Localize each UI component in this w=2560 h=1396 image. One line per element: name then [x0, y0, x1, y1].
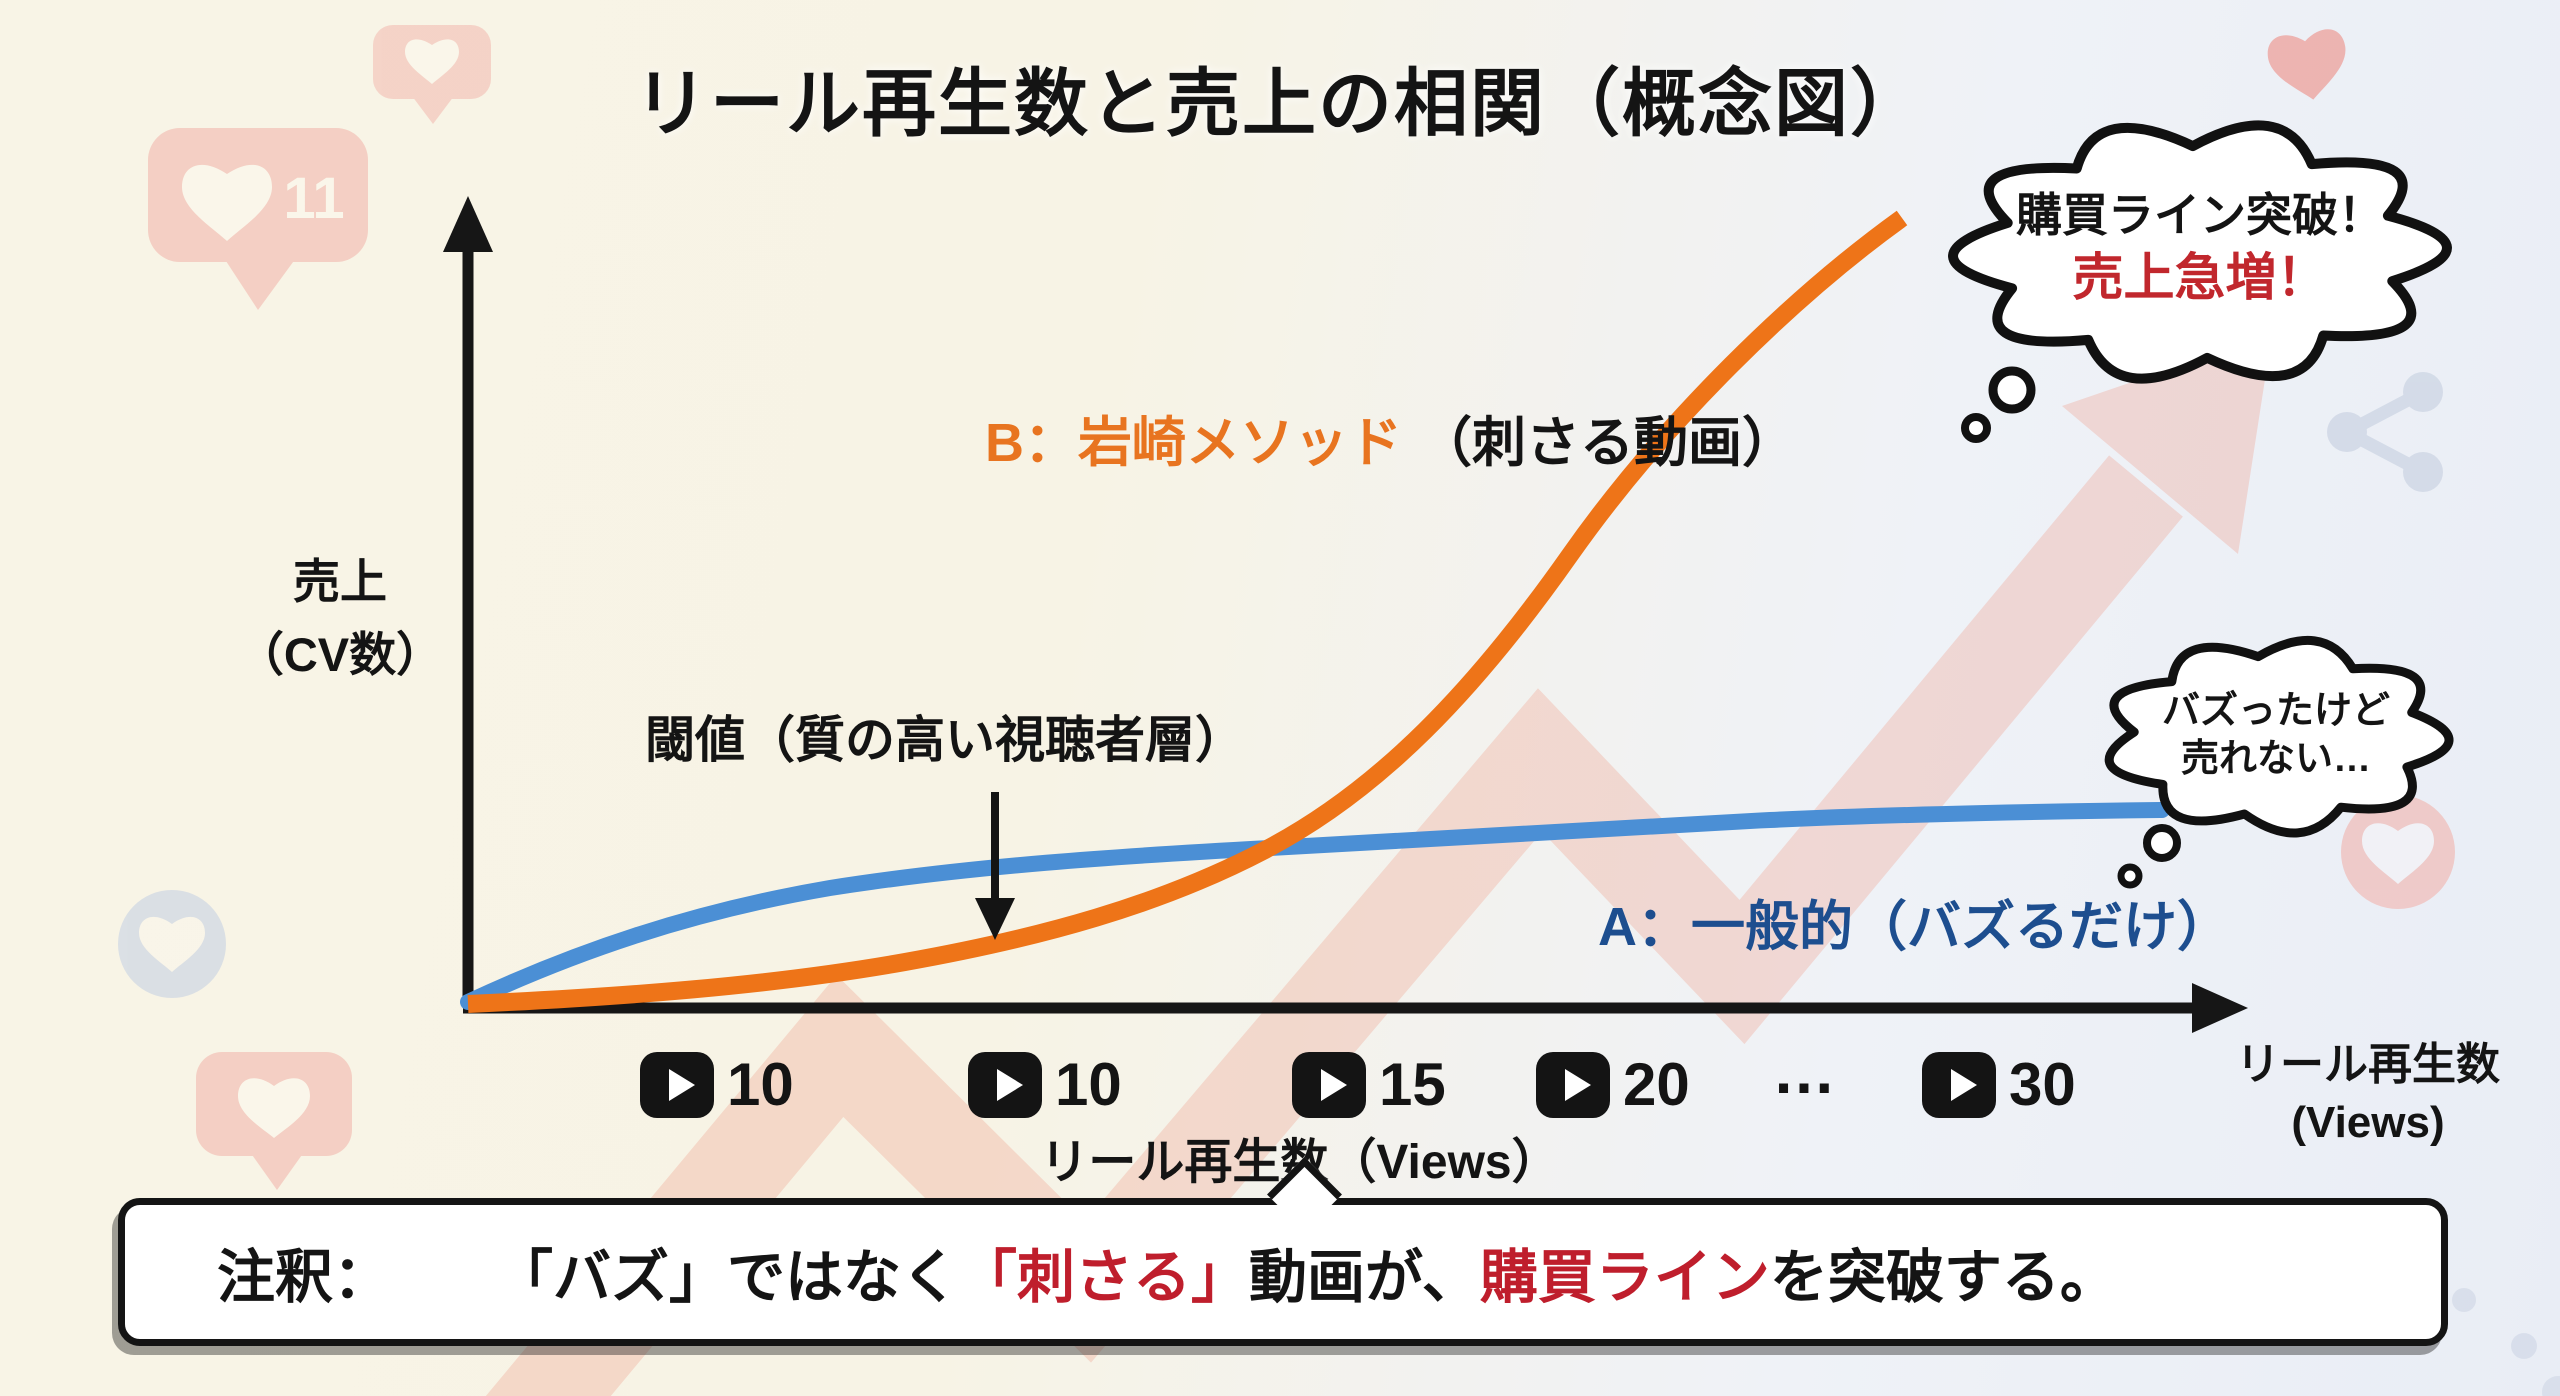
like-bubble-icon: 11: [148, 128, 368, 310]
series-b-name: B：岩崎メソッド: [985, 413, 1402, 473]
series-a-label: A：一般的（バズるだけ）: [1598, 897, 2231, 957]
series-b-suffix: （刺さる動画）: [1418, 413, 1796, 473]
axes: [443, 196, 2248, 1033]
note-prefix: 注釈：: [217, 1245, 392, 1310]
x-tick: 10: [968, 1050, 1122, 1119]
thought-dot: [2143, 824, 2181, 862]
threshold-label: 閾値（質の高い視聴者層）: [645, 712, 1245, 768]
x-tick-value: 10: [727, 1051, 794, 1118]
note-seg3: 動画が、: [1249, 1245, 1480, 1310]
x-tick-ellipsis: …: [1772, 1035, 1840, 1107]
x-tick: 30: [1922, 1050, 2076, 1119]
heart-circle-icon-pink: [2341, 795, 2455, 909]
like-count: 11: [283, 166, 344, 231]
y-axis-label: 売上 （CV数）: [236, 555, 444, 681]
threshold-arrow: [975, 792, 1015, 940]
note-seg4-accent: 購買ライン: [1479, 1245, 1770, 1310]
heart-circle-icon-blue: [118, 890, 226, 998]
growth-arrow-watermark: [485, 334, 2272, 1396]
like-bubble-icon-small: [373, 25, 491, 124]
thought-bubble-right-text: バズったけど 売れない…: [2161, 690, 2390, 780]
curve-b-iwasaki-method: [467, 210, 1908, 1013]
x-tick: 15: [1292, 1050, 1446, 1119]
y-axis-arrow-icon: [443, 196, 493, 252]
play-icon: [1922, 1051, 1996, 1118]
note-box: 注釈： 「バズ」ではなく 「刺さる」 動画が、 購買ライン を突破する。: [118, 1198, 2448, 1346]
heart-icon-top-right: [2267, 29, 2346, 100]
x-tick-value: 20: [1623, 1051, 1690, 1118]
x-tick: 20: [1536, 1050, 1690, 1119]
x-axis-arrow-icon: [2192, 983, 2248, 1033]
play-icon: [1536, 1051, 1610, 1118]
like-bubble-icon-bottom: [196, 1052, 352, 1190]
note-seg2-accent: 「刺さる」: [959, 1245, 1250, 1310]
thought-bubble-right: [2104, 635, 2454, 889]
x-axis-end-label: リール再生数 (Views): [2236, 1040, 2500, 1148]
series-b-label: B：岩崎メソッド （刺さる動画）: [985, 398, 1796, 477]
play-icon: [640, 1051, 714, 1118]
thought-bubble-top-text: 購買ライン突破！ 売上急増！: [2016, 189, 2384, 306]
page-title: リール再生数と売上の相関（概念図）: [634, 62, 1926, 145]
share-icon: [2327, 372, 2443, 492]
x-tick-value: 10: [1055, 1051, 1122, 1118]
play-icon: [968, 1051, 1042, 1118]
x-tick: 10: [640, 1050, 794, 1119]
thought-dot: [1988, 366, 2036, 414]
thought-dot: [1961, 413, 1991, 443]
note-seg5: を突破する。: [1769, 1245, 2118, 1310]
x-tick-value: 30: [2009, 1051, 2076, 1118]
thought-bubble-top: [1948, 120, 2452, 443]
thought-dot: [2117, 863, 2143, 889]
x-tick-value: 15: [1379, 1051, 1446, 1118]
note-seg1: 「バズ」ではなく: [495, 1245, 960, 1310]
play-icon: [1292, 1051, 1366, 1118]
